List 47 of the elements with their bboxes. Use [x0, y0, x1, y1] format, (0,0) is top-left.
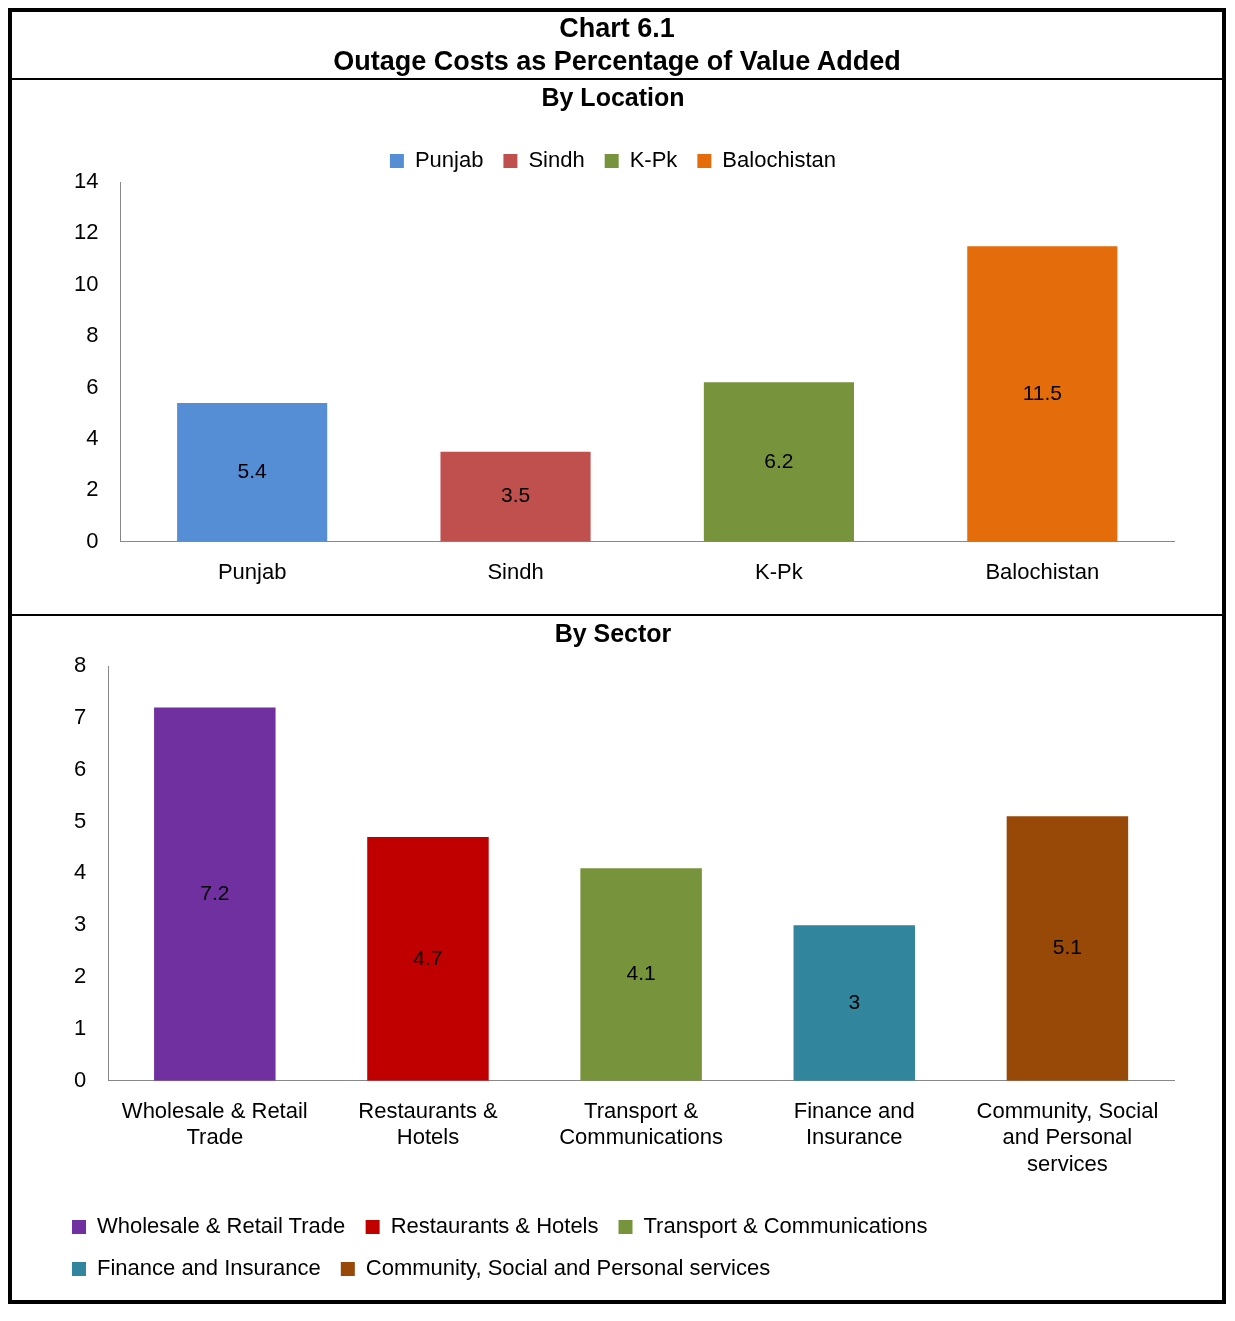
- y-tick-label: 12: [73, 219, 99, 245]
- legend-label: Community, Social and Personal services: [365, 1255, 771, 1281]
- x-tick-label: Finance and Insurance: [793, 1098, 915, 1150]
- y-tick-label: 2: [86, 476, 99, 502]
- data-label: 5.4: [237, 459, 268, 483]
- legend-label: Restaurants & Hotels: [390, 1213, 599, 1239]
- legend-label: K-Pk: [629, 147, 679, 173]
- y-tick-label: 7: [73, 703, 87, 729]
- y-tick-label: 3: [73, 911, 87, 937]
- y-tick-label: 0: [73, 1066, 87, 1092]
- y-tick-label: 8: [73, 652, 87, 678]
- y-tick-label: 5: [73, 807, 87, 833]
- legend-label: Balochistan: [722, 147, 837, 173]
- x-tick-label: Community, Social and Personal services: [976, 1098, 1159, 1176]
- chart-subtitle: By Location: [541, 82, 685, 111]
- chart-title: By Sector: [554, 618, 672, 647]
- legend-label: Wholesale & Retail Trade: [97, 1213, 346, 1239]
- y-tick-label: 6: [86, 373, 99, 399]
- data-label: 3: [848, 989, 861, 1013]
- x-tick-label: Restaurants & Hotels: [358, 1098, 498, 1150]
- y-tick-label: 8: [86, 322, 99, 348]
- legend-label: Transport & Communications: [643, 1213, 928, 1239]
- legend-label: Punjab: [414, 147, 484, 173]
- y-tick-label: 1: [73, 1015, 87, 1041]
- data-label: 11.5: [1022, 380, 1062, 404]
- x-tick-label: Balochistan: [985, 558, 1100, 584]
- y-tick-label: 4: [73, 859, 87, 885]
- y-tick-label: 10: [73, 270, 99, 296]
- x-tick-label: Sindh: [487, 558, 544, 584]
- data-label: 4.7: [413, 945, 443, 969]
- x-tick-label: Transport & Communications: [559, 1098, 724, 1150]
- data-label: 3.5: [500, 483, 531, 507]
- y-tick-label: 0: [86, 527, 99, 553]
- x-tick-label: Wholesale & Retail Trade: [121, 1098, 308, 1150]
- legend-label: Finance and Insurance: [97, 1255, 321, 1281]
- data-label: 4.1: [626, 961, 656, 985]
- y-tick-label: 4: [86, 424, 99, 450]
- legend-label: Sindh: [528, 147, 585, 173]
- x-tick-label: Punjab: [217, 558, 287, 584]
- y-tick-label: 6: [73, 755, 87, 781]
- data-label: 6.2: [764, 448, 794, 472]
- data-label: 7.2: [200, 880, 230, 904]
- y-tick-label: 14: [73, 168, 99, 194]
- y-tick-label: 2: [73, 963, 87, 989]
- data-label: 5.1: [1052, 935, 1083, 959]
- chart-title: Chart 6.1 Outage Costs as Percentage of Value Added: [12, 12, 1222, 80]
- x-tick-label: K-Pk: [755, 558, 804, 584]
